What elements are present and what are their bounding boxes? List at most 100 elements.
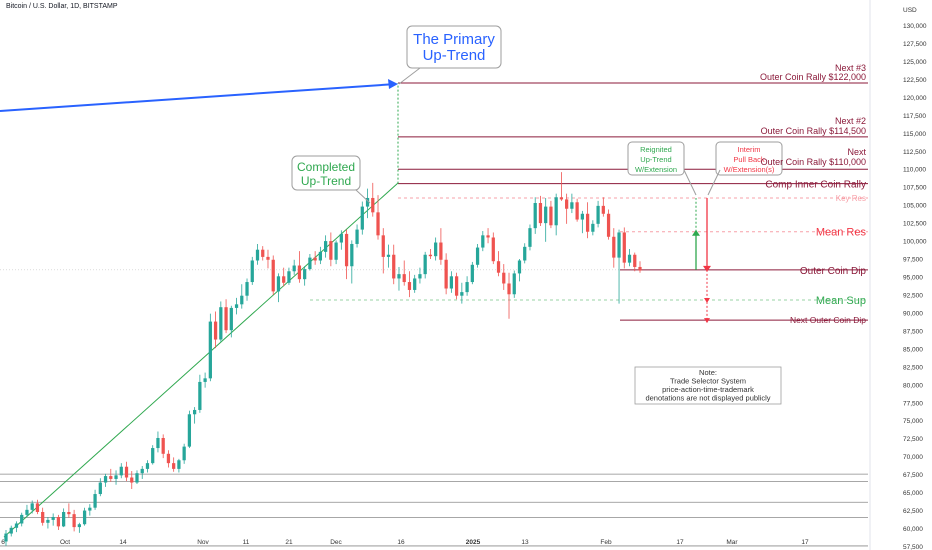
primary-trend-label: The Primary Up-Trend [413,31,495,64]
candle-body [161,437,165,454]
candle-body [261,249,265,257]
candle-body [303,269,307,280]
candle-body [565,199,569,209]
candle-body [20,514,24,524]
x-tick-label: Feb [600,539,612,546]
candle-body [533,202,537,229]
x-tick-label: 17 [676,539,684,546]
candle-body [67,512,71,515]
reignited-callout [627,141,685,176]
y-tick-label: 75,000 [903,418,923,425]
candle-body [219,307,223,340]
y-tick-label: 130,000 [903,23,927,30]
candle-body [350,243,354,267]
candle-body [402,274,406,283]
candle-body [266,256,270,260]
y-tick-label: 77,500 [903,400,923,407]
y-tick-label: 85,000 [903,346,923,353]
candle-body [98,482,102,495]
candle-body [77,524,81,528]
candle-body [502,272,506,284]
candle-body [360,206,364,230]
candle-body [538,202,543,224]
candle-body [156,437,160,449]
candle-body [638,266,642,271]
candle-body [418,274,422,279]
candle-body [371,197,375,213]
candle-body [523,246,527,261]
y-tick-label: 102,500 [903,221,927,228]
y-tick-label: 112,500 [903,149,926,156]
candle-body [145,463,150,469]
candle-body [240,295,244,305]
y-tick-label: 110,000 [903,167,926,174]
candle-body [397,274,401,279]
candle-body [308,257,312,270]
candle-body [177,460,181,469]
candle-body [213,321,218,340]
next2-label: Next #2 [835,116,866,126]
primary-trend-callout [406,25,502,69]
candle-body [355,229,359,244]
x-tick-label: Dec [330,539,342,546]
candle-body [386,254,391,257]
candle-body [229,307,233,331]
candle-body [413,278,417,290]
candle-body [224,307,228,331]
y-tick-label: 122,500 [903,77,927,84]
candle-body [313,257,317,261]
candle-body [496,261,501,273]
next1-label: Next [847,147,866,157]
candle-body [297,265,302,280]
chart-title: Bitcoin / U.S. Dollar, 1D, BITSTAMP [6,3,118,10]
candle-body [14,523,19,528]
candle-body [140,468,144,474]
y-tick-label: 127,500 [903,41,927,48]
candle-body [617,232,621,258]
candle-body [109,476,113,479]
candle-body [585,213,590,232]
reignited-arrowhead [692,229,700,236]
y-tick-label: 120,000 [903,95,927,102]
candle-body [287,271,291,283]
candle-body [62,512,66,527]
outer-dip-label: Outer Coin Dip [800,266,867,277]
next2-label: Outer Coin Rally $114,500 [761,126,866,136]
candle-body [507,283,511,295]
x-tick-label: 16 [397,539,405,546]
candle-body [82,510,87,525]
candle-body [344,233,349,267]
candle-body [454,276,459,296]
candle-body [245,282,249,296]
next-dip-label: Next Outer Coin Dip [790,315,866,325]
candle-body [549,206,553,226]
note-box [634,366,782,405]
candle-body [428,254,433,257]
callout-pointer [355,189,371,204]
candle-body [591,223,595,232]
candle-body [407,282,412,290]
candle-body [9,527,13,534]
candle-body [612,236,616,258]
candle-body [486,235,490,238]
comp-inner-label: Comp Inner Coin Rally [765,180,866,191]
candle-body [460,292,464,296]
candle-body [135,473,139,483]
candle-body [88,507,92,511]
candle-body [208,321,212,379]
y-tick-label: 92,500 [903,292,923,299]
candle-body [282,276,286,283]
candle-body [151,448,155,464]
y-tick-label: 97,500 [903,257,923,264]
candle-body [4,533,8,542]
y-tick-label: 67,500 [903,472,923,479]
candle-body [381,235,385,257]
candle-body [465,282,469,293]
y-tick-label: 100,000 [903,239,927,246]
candle-body [606,213,611,237]
interim-arrowhead [703,265,711,272]
candle-body [292,265,296,272]
candle-body [182,446,186,461]
primary-trend-arrowhead [388,79,398,89]
